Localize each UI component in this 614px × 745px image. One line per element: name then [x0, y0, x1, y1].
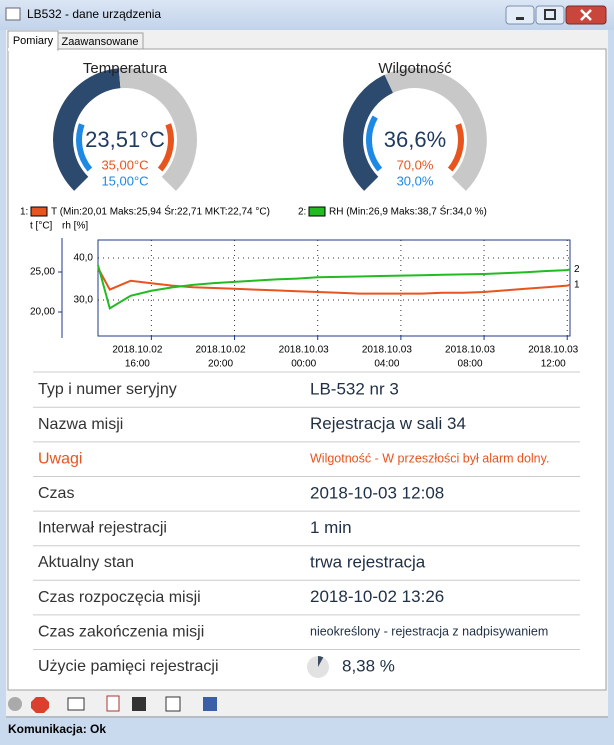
gauge-rest-arc: [384, 68, 487, 191]
gauge-value: 23,51°C: [85, 127, 165, 152]
y2-tick-label: 30,0: [74, 295, 94, 306]
legend-key: 2:: [298, 207, 306, 218]
series-line: [97, 264, 571, 310]
legend-swatch: [30, 206, 48, 217]
gauge-min: 15,00°C: [101, 173, 148, 188]
gauge-rest-arc: [118, 67, 197, 191]
x-tick-label: 2018.10.03: [279, 345, 329, 356]
y-tick-label: 25,00: [30, 267, 55, 278]
tab-label: Pomiary: [13, 35, 54, 47]
save-button[interactable]: [132, 697, 146, 711]
row-value: 2018-10-03 12:08: [310, 483, 444, 502]
gauge: [53, 67, 487, 191]
tab[interactable]: [57, 32, 144, 50]
maximize[interactable]: [535, 5, 565, 25]
maximize-glyph: [544, 9, 556, 20]
series-end-label: 2: [574, 264, 580, 275]
x-tick-label: 2018.10.02: [112, 345, 162, 356]
device-button[interactable]: [203, 697, 217, 711]
tab-join: [8, 48, 57, 51]
pdf-button[interactable]: [106, 695, 120, 712]
row-label: Nazwa misji: [38, 416, 123, 433]
x-tick-label: 2018.10.03: [445, 345, 495, 356]
row-label: Uwagi: [38, 450, 82, 467]
memory-slice: [318, 656, 324, 667]
x-tick-label: 20:00: [208, 359, 233, 370]
row-value: LB-532 nr 3: [310, 379, 399, 398]
gauge-title: Temperatura: [83, 60, 168, 77]
status-text: Komunikacja: Ok: [8, 722, 106, 736]
row-label: Czas rozpoczęcia misji: [38, 589, 201, 606]
info-table: Typ i numer seryjny LB-532 nr 3 Nazwa misj…: [33, 371, 580, 675]
gauge-low-arc: [366, 115, 383, 172]
report-button[interactable]: [165, 696, 181, 712]
row-label: Interwał rejestracji: [38, 520, 167, 537]
info-button[interactable]: [8, 697, 22, 711]
series-end-label: 1: [574, 279, 580, 290]
stop-button[interactable]: [31, 697, 49, 713]
legend-label: T (Min:20,01 Maks:25,94 Śr:22,71 MKT:22,…: [51, 205, 270, 218]
y-axis-label: t [°C]: [30, 221, 53, 232]
y2-axis-label: rh [%]: [62, 221, 88, 232]
gauge-value-arc: [53, 68, 121, 191]
y-tick-label: 20,00: [30, 307, 55, 318]
plot-frame: [97, 239, 571, 337]
row-label: Aktualny stan: [38, 554, 134, 571]
gauge-max: 35,00°C: [101, 157, 148, 172]
x-tick-label: 2018.10.03: [362, 345, 412, 356]
y2-tick-label: 40,0: [74, 253, 94, 264]
minimize[interactable]: [505, 5, 535, 25]
toolbar: [8, 695, 217, 713]
gauge-low-arc: [76, 123, 93, 172]
row-value: trwa rejestracja: [310, 552, 426, 571]
gauge-min: 30,0%: [397, 173, 434, 188]
row-value: Rejestracja w sali 34: [310, 414, 466, 433]
tab-label: Zaawansowane: [61, 36, 138, 48]
window-title: LB532 - dane urządzenia: [27, 7, 161, 21]
app-icon: [5, 7, 21, 21]
gauge-value: 36,6%: [384, 127, 446, 152]
gauge-max: 70,0%: [397, 157, 434, 172]
minimize-glyph: [516, 17, 524, 20]
legend-swatch: [308, 206, 326, 217]
row-value: 8,38 %: [342, 656, 395, 675]
legend-label: RH (Min:26,9 Maks:38,7 Śr:34,0 %): [329, 205, 487, 218]
x-tick-label: 08:00: [458, 359, 483, 370]
gauge-high-arc: [447, 123, 464, 172]
book-button[interactable]: [67, 697, 85, 711]
x-tick-label: 04:00: [374, 359, 399, 370]
row-label: Czas zakończenia misji: [38, 623, 204, 640]
row-value: nieokreślony - rejestracja z nadpisywani…: [310, 624, 548, 638]
tab-panel: [7, 48, 607, 691]
row-value: Wilgotność - W przeszłości był alarm dol…: [310, 451, 549, 465]
gauge-high-arc: [157, 123, 174, 172]
row-label: Czas: [38, 485, 74, 502]
x-tick-label: 16:00: [125, 359, 150, 370]
row-value: 1 min: [310, 518, 352, 537]
x-tick-label: 00:00: [291, 359, 316, 370]
gauge-title: Wilgotność: [378, 60, 452, 77]
x-tick-label: 2018.10.03: [528, 345, 578, 356]
x-tick-label: 2018.10.02: [196, 345, 246, 356]
row-value: 2018-10-02 13:26: [310, 587, 444, 606]
series-line: [97, 267, 571, 295]
row-label: Typ i numer seryjny: [38, 381, 177, 398]
close-glyph: [580, 9, 592, 21]
row-label: Użycie pamięci rejestracji: [38, 658, 219, 675]
legend-key: 1:: [20, 207, 28, 218]
gauge-value-arc: [343, 74, 394, 191]
x-tick-label: 12:00: [541, 359, 566, 370]
